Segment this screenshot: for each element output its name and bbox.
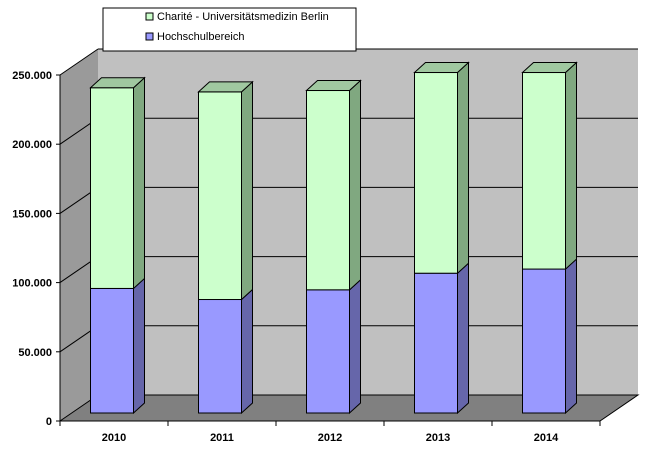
bar-charite-2011 [197, 80, 254, 301]
y-tick-label: 100.000 [12, 278, 52, 290]
bar-charite-2010 [89, 76, 146, 290]
bar-hochschulbereich-2011 [198, 288, 253, 415]
x-tick-labels: 2010 2011 2012 2013 2014 [102, 432, 559, 444]
x-tick-label: 2012 [318, 432, 342, 444]
bar-hochschulbereich-2013 [414, 262, 469, 415]
bar-hochschulbereich-2014 [522, 257, 577, 415]
axes [56, 74, 601, 426]
y-tick-labels: 0 50.000 100.000 150.000 200.000 250.000 [12, 70, 52, 428]
x-tick-label: 2013 [426, 432, 450, 444]
x-tick-label: 2010 [102, 432, 126, 444]
y-tick-label: 150.000 [12, 208, 52, 220]
bar-charite-2013 [413, 61, 470, 275]
legend-swatch [145, 12, 154, 21]
bars [89, 61, 578, 415]
legend-box [102, 7, 357, 52]
x-tick-label: 2014 [534, 432, 559, 444]
y-tick-label: 0 [46, 416, 52, 428]
x-tick-label: 2011 [210, 432, 234, 444]
side-wall [60, 49, 98, 421]
bar-hochschulbereich-2010 [90, 277, 145, 415]
legend-entry: Hochschulbereich [157, 31, 244, 43]
y-tick-label: 200.000 [12, 139, 52, 151]
legend: Charité - Universitätsmedizin Berlin Hoch… [102, 7, 357, 52]
y-tick-label: 50.000 [18, 347, 52, 359]
legend-entry: Charité - Universitätsmedizin Berlin [157, 11, 329, 23]
bar-charite-2014 [521, 61, 578, 271]
gridline-side [59, 48, 99, 76]
bar-hochschulbereich-2012 [306, 278, 361, 415]
legend-swatch [145, 32, 154, 41]
bar-charite-2012 [305, 79, 362, 291]
y-tick-label: 250.000 [12, 70, 52, 82]
